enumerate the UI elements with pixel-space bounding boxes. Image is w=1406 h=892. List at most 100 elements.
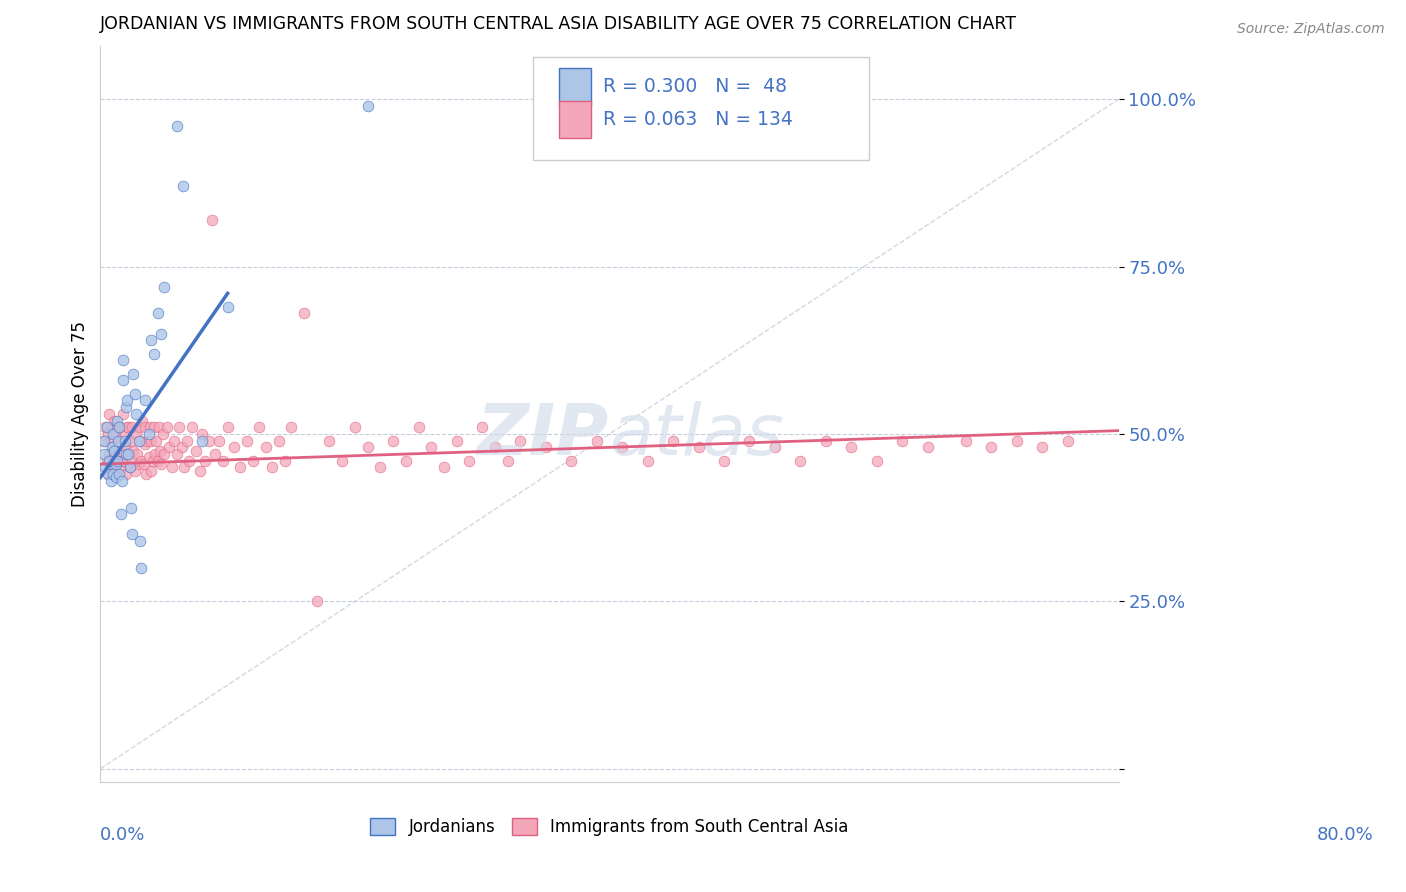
Point [107, 434, 129, 448]
Point [433, 460, 456, 475]
Point [152, 427, 174, 442]
Point [98, 447, 121, 461]
Point [141, 454, 163, 468]
Point [117, 420, 139, 434]
Point [112, 407, 135, 421]
Point [104, 427, 127, 442]
Point [155, 420, 177, 434]
Point [204, 447, 226, 461]
Point [132, 457, 155, 471]
Point [135, 467, 157, 482]
Point [149, 443, 172, 458]
Point [249, 420, 271, 434]
Point [105, 414, 128, 428]
Point [100, 460, 122, 475]
Point [110, 460, 132, 475]
Point [139, 420, 162, 434]
Point [108, 420, 131, 434]
Point [188, 464, 211, 478]
Point [191, 434, 214, 448]
Point [197, 434, 219, 448]
Point [789, 454, 811, 468]
Point [166, 119, 188, 133]
Point [229, 460, 252, 475]
Point [585, 434, 607, 448]
Point [1005, 434, 1028, 448]
Point [128, 434, 150, 448]
Point [104, 457, 127, 471]
Point [103, 414, 125, 428]
Point [763, 441, 786, 455]
Legend: Jordanians, Immigrants from South Central Asia: Jordanians, Immigrants from South Centra… [370, 818, 849, 837]
Point [93, 434, 115, 448]
Point [104, 454, 127, 468]
Point [134, 437, 156, 451]
Point [129, 561, 152, 575]
Point [146, 306, 169, 320]
Point [101, 441, 124, 455]
Point [446, 434, 468, 448]
Point [93, 434, 115, 448]
Point [738, 434, 761, 448]
Point [96, 420, 118, 434]
Point [292, 306, 315, 320]
Point [143, 447, 166, 461]
Point [100, 434, 122, 448]
Point [356, 441, 378, 455]
Point [114, 400, 136, 414]
Point [917, 441, 939, 455]
Point [194, 454, 217, 468]
Text: atlas: atlas [609, 401, 785, 470]
Point [101, 467, 124, 482]
Point [612, 441, 634, 455]
Point [141, 434, 163, 448]
Text: R = 0.063   N = 134: R = 0.063 N = 134 [603, 110, 793, 128]
Point [115, 393, 138, 408]
Point [122, 443, 145, 458]
Point [157, 441, 180, 455]
Point [662, 434, 685, 448]
Point [343, 420, 366, 434]
Point [128, 434, 150, 448]
Point [107, 434, 129, 448]
Point [100, 474, 122, 488]
Point [891, 434, 914, 448]
Point [101, 441, 124, 455]
Point [112, 454, 135, 468]
Point [114, 441, 136, 455]
Point [208, 434, 231, 448]
FancyBboxPatch shape [558, 101, 591, 137]
Point [128, 457, 150, 471]
Point [150, 457, 173, 471]
Point [105, 467, 128, 482]
Point [134, 420, 156, 434]
Point [117, 447, 139, 461]
Point [101, 467, 124, 482]
Point [103, 443, 125, 458]
Point [128, 420, 150, 434]
Point [127, 447, 149, 461]
Point [93, 447, 115, 461]
Point [101, 427, 124, 442]
Point [121, 527, 143, 541]
Point [484, 441, 506, 455]
Point [254, 441, 277, 455]
Point [153, 279, 176, 293]
Point [108, 420, 131, 434]
Point [111, 474, 134, 488]
Point [172, 179, 194, 194]
Point [148, 420, 170, 434]
Point [98, 454, 121, 468]
Point [163, 434, 186, 448]
Point [980, 441, 1002, 455]
Y-axis label: Disability Age Over 75: Disability Age Over 75 [72, 321, 89, 507]
Point [111, 454, 134, 468]
Point [146, 454, 169, 468]
Point [134, 393, 156, 408]
Text: JORDANIAN VS IMMIGRANTS FROM SOUTH CENTRAL ASIA DISABILITY AGE OVER 75 CORRELATI: JORDANIAN VS IMMIGRANTS FROM SOUTH CENTR… [100, 15, 1018, 33]
Point [142, 346, 165, 360]
Point [305, 594, 328, 608]
Point [318, 434, 340, 448]
Point [120, 434, 142, 448]
Point [955, 434, 977, 448]
